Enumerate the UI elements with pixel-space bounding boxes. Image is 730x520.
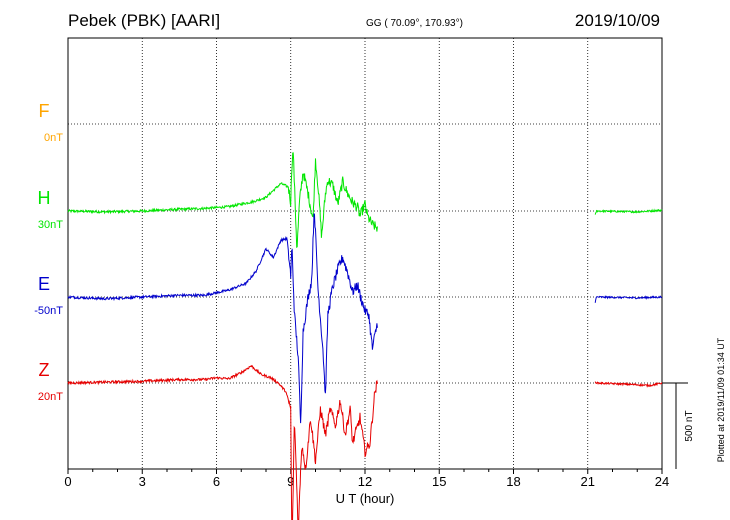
series-offset-F: 0nT <box>44 132 63 144</box>
series-offset-H: 30nT <box>38 219 63 231</box>
x-tick-label: 6 <box>213 474 220 489</box>
x-tick-label: 24 <box>655 474 669 489</box>
plotted-note: Plotted at 2019/11/09 01:34 UT <box>716 337 726 462</box>
x-axis: 0 3 6 9 12 15 18 21 24 <box>64 469 669 489</box>
station-title: Pebek (PBK) [AARI] <box>68 11 221 30</box>
x-tick-label: 12 <box>358 474 372 489</box>
grid-lines <box>68 38 662 469</box>
x-tick-label: 18 <box>506 474 520 489</box>
series-name-Z: Z <box>39 360 50 380</box>
series-labels: F 0nT H 30nT E -50nT Z 20nT <box>34 101 63 403</box>
coordinates-label: GG ( 70.09°, 170.93°) <box>366 18 463 29</box>
trace-Z <box>67 364 378 520</box>
date-label: 2019/10/09 <box>574 11 660 30</box>
x-tick-label: 9 <box>287 474 294 489</box>
trace-Z-late <box>594 381 663 388</box>
x-tick-label: 21 <box>581 474 595 489</box>
trace-E <box>67 213 378 424</box>
series-offset-E: -50nT <box>34 305 63 317</box>
x-axis-title: U T (hour) <box>336 491 395 506</box>
scale-bar: 500 nT <box>662 382 695 469</box>
series-name-E: E <box>38 274 50 294</box>
x-tick-label: 15 <box>432 474 446 489</box>
x-tick-label: 3 <box>139 474 146 489</box>
trace-H <box>67 152 378 248</box>
series-name-F: F <box>39 101 50 121</box>
traces <box>67 152 663 520</box>
series-offset-Z: 20nT <box>38 391 63 403</box>
series-name-H: H <box>38 188 51 208</box>
trace-E-late <box>594 295 663 303</box>
scale-bar-label: 500 nT <box>684 410 695 441</box>
trace-H-late <box>594 208 663 215</box>
x-tick-label: 0 <box>64 474 71 489</box>
